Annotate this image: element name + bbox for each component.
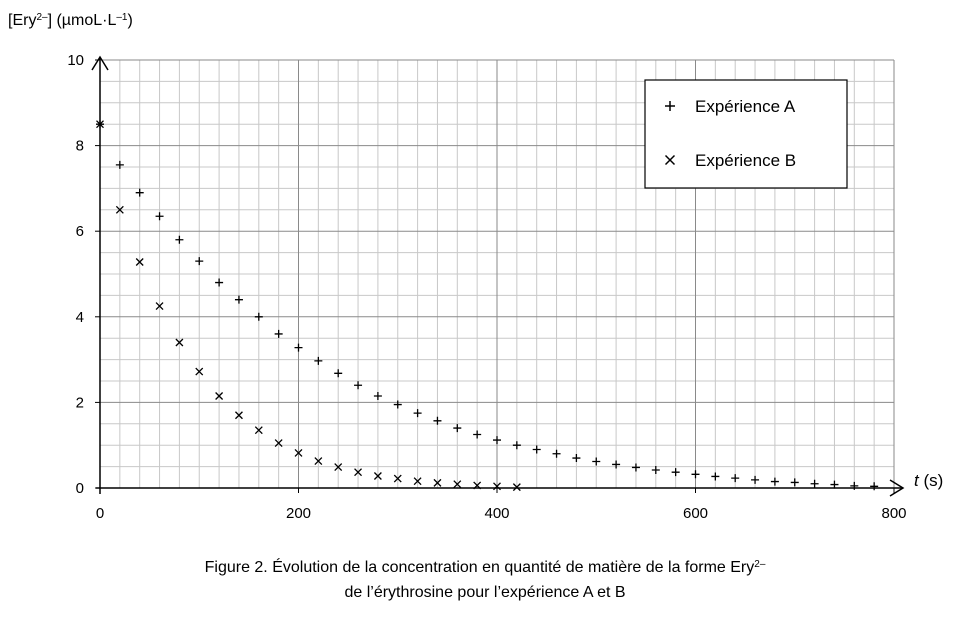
caption: de l’érythrosine pour l’expérience A et … xyxy=(344,584,625,601)
data-point xyxy=(393,474,402,483)
data-point xyxy=(473,430,482,439)
data-point xyxy=(175,338,184,347)
caption: Figure 2. Évolution de la concentration … xyxy=(205,557,766,576)
data-point xyxy=(234,295,243,304)
legend-marker xyxy=(664,154,676,166)
data-point xyxy=(453,424,462,433)
data-point xyxy=(373,391,382,400)
data-point xyxy=(612,460,621,469)
x-tick-label: 400 xyxy=(484,505,509,522)
data-point xyxy=(850,481,859,490)
legend-label: Expérience B xyxy=(695,151,796,170)
data-point xyxy=(234,411,243,420)
data-point xyxy=(572,454,581,463)
caption-part: 2– xyxy=(754,559,766,570)
data-point xyxy=(393,400,402,409)
data-point xyxy=(413,477,422,486)
x-tick-label: 600 xyxy=(683,505,708,522)
y-axis-arrow xyxy=(91,55,109,71)
data-point xyxy=(671,468,680,477)
data-point xyxy=(115,205,124,214)
y-axis-label-part: [Ery xyxy=(8,12,36,29)
data-point xyxy=(294,343,303,352)
x-tick-label: 200 xyxy=(286,505,311,522)
x-axis-label-unit: (s) xyxy=(919,471,944,490)
data-point xyxy=(155,212,164,221)
data-point xyxy=(294,448,303,457)
legend-label: Expérience A xyxy=(695,97,796,116)
x-tick-label: 0 xyxy=(96,505,104,522)
data-point xyxy=(215,392,224,400)
data-point xyxy=(195,367,204,376)
data-point xyxy=(870,482,879,491)
data-point xyxy=(631,463,640,472)
data-point xyxy=(274,329,283,338)
legend-marker xyxy=(665,101,675,111)
data-point xyxy=(790,478,799,487)
data-point xyxy=(453,480,462,489)
data-point xyxy=(512,441,521,450)
data-point xyxy=(96,120,104,129)
data-point xyxy=(830,480,839,489)
y-tick-label: 6 xyxy=(76,223,84,240)
y-axis-label-part: –1 xyxy=(116,12,128,23)
data-point xyxy=(731,474,740,483)
data-point xyxy=(493,482,501,491)
data-point xyxy=(254,312,263,321)
y-axis-label-part: ] (µmoL·L xyxy=(48,12,117,29)
data-point xyxy=(115,160,124,169)
x-axis-arrow xyxy=(889,479,905,497)
data-point xyxy=(433,416,442,425)
data-point xyxy=(334,369,343,378)
data-point xyxy=(135,258,144,266)
data-point xyxy=(274,439,283,448)
data-point xyxy=(711,472,720,481)
data-point xyxy=(354,381,363,390)
data-point xyxy=(334,463,343,471)
y-tick-label: 10 xyxy=(67,52,84,69)
x-tick-label: 800 xyxy=(881,505,906,522)
y-axis-label: [Ery2–] (µmoL·L–1) xyxy=(8,12,133,30)
data-point xyxy=(373,472,382,480)
data-point xyxy=(314,356,323,365)
data-point xyxy=(155,302,164,311)
data-point xyxy=(552,449,561,458)
y-tick-label: 4 xyxy=(76,309,84,326)
data-point xyxy=(532,445,541,454)
data-point xyxy=(691,470,700,479)
legend-box xyxy=(644,79,848,189)
y-tick-label: 2 xyxy=(76,394,84,411)
data-point xyxy=(493,436,501,445)
data-point xyxy=(770,477,779,486)
y-tick-label: 8 xyxy=(76,138,84,155)
data-point xyxy=(592,457,601,466)
caption-part: de l’érythrosine pour l’expérience A et … xyxy=(344,584,625,601)
data-point xyxy=(175,235,184,244)
data-point xyxy=(810,479,819,488)
x-axis-label-var: t xyxy=(914,471,920,490)
data-point xyxy=(413,409,422,418)
data-point xyxy=(195,257,204,266)
y-axis-label-part: ) xyxy=(128,12,133,29)
x-axis-label: t (s) xyxy=(914,471,943,490)
caption-part: Figure 2. Évolution de la concentration … xyxy=(205,557,755,576)
data-point xyxy=(215,278,224,287)
data-point xyxy=(135,188,144,197)
data-point xyxy=(751,475,760,484)
data-point xyxy=(651,466,660,475)
data-point xyxy=(512,483,521,492)
y-axis-label-part: 2– xyxy=(36,12,48,23)
data-point xyxy=(354,468,363,477)
data-point xyxy=(314,457,323,465)
data-point xyxy=(433,478,442,487)
data-point xyxy=(254,426,263,435)
data-point xyxy=(473,481,482,490)
y-tick-label: 0 xyxy=(76,480,84,497)
